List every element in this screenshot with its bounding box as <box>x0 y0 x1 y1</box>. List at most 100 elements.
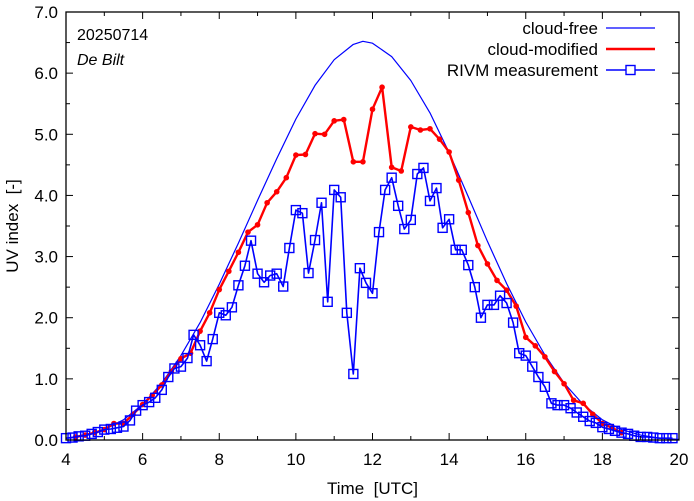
data-point <box>417 127 424 133</box>
data-point <box>335 192 346 203</box>
data-point <box>302 151 309 158</box>
data-point <box>446 149 452 155</box>
data-point <box>437 222 448 234</box>
x-tick-label: 16 <box>516 450 535 469</box>
data-point <box>609 425 621 437</box>
data-point <box>616 427 627 438</box>
data-point <box>522 334 529 341</box>
data-point <box>527 361 538 372</box>
data-point <box>367 288 378 299</box>
y-tick-label: 4.0 <box>34 186 58 205</box>
data-point <box>175 361 187 372</box>
legend-item: cloud-free <box>522 19 655 38</box>
legend-item: RIVM measurement <box>447 61 655 80</box>
data-point <box>408 124 414 130</box>
data-point <box>124 415 136 426</box>
data-point <box>388 164 395 171</box>
data-point <box>312 130 318 137</box>
x-tick-label: 10 <box>286 450 305 469</box>
data-point <box>654 432 666 444</box>
data-point <box>278 281 289 292</box>
data-point <box>392 200 404 212</box>
data-point <box>484 261 491 267</box>
data-point <box>580 400 587 407</box>
series-cloud-free <box>65 40 680 440</box>
data-point <box>137 399 148 411</box>
data-point <box>424 195 436 207</box>
x-tick-label: 6 <box>138 450 147 469</box>
data-point <box>360 159 366 165</box>
data-point <box>118 421 129 432</box>
data-point <box>220 310 231 321</box>
data-point <box>513 303 519 309</box>
legend-label: RIVM measurement <box>447 61 598 80</box>
data-point <box>373 226 385 238</box>
data-point <box>642 431 653 443</box>
data-point <box>551 368 558 375</box>
data-point <box>379 84 385 91</box>
data-point <box>552 399 563 411</box>
series-cloud-modified <box>72 84 625 440</box>
data-point <box>463 259 474 271</box>
data-point <box>561 380 567 387</box>
x-tick-label: 14 <box>440 450 459 469</box>
data-point <box>399 223 410 235</box>
y-tick-label: 2.0 <box>34 309 58 328</box>
data-point <box>303 267 314 279</box>
data-point <box>546 398 557 409</box>
data-point <box>297 207 308 219</box>
x-tick-label: 20 <box>670 450 689 469</box>
series-layer <box>60 40 680 444</box>
data-point <box>456 244 467 256</box>
data-point <box>321 131 328 138</box>
data-point <box>386 172 397 183</box>
data-point <box>494 290 506 301</box>
data-point <box>130 405 142 416</box>
legend-item: cloud-modified <box>487 40 655 59</box>
data-point <box>216 286 223 293</box>
y-tick-label: 7.0 <box>34 3 58 22</box>
data-point <box>245 235 257 246</box>
data-point <box>354 262 366 274</box>
data-point <box>350 159 357 165</box>
data-point <box>533 371 544 383</box>
data-point <box>360 277 372 289</box>
data-point <box>201 355 212 367</box>
data-point <box>341 307 353 319</box>
data-point <box>245 229 251 235</box>
data-point <box>597 421 608 433</box>
data-point <box>412 168 423 180</box>
data-point <box>340 116 347 123</box>
legend-marker <box>625 64 636 76</box>
data-point <box>661 432 672 444</box>
data-point <box>207 333 218 345</box>
data-point <box>501 297 512 309</box>
data-point <box>73 431 84 442</box>
data-point <box>111 422 123 433</box>
data-point <box>322 296 333 308</box>
site-annotation: De Bilt <box>77 52 125 69</box>
data-point <box>348 368 359 380</box>
data-point <box>475 312 487 323</box>
data-point <box>494 277 500 284</box>
data-point <box>622 428 634 440</box>
data-point <box>293 152 299 158</box>
data-point <box>570 397 577 404</box>
data-point <box>558 399 570 411</box>
data-point <box>194 340 206 351</box>
x-axis-label: Time [UTC] <box>327 479 418 498</box>
legend-label: cloud-modified <box>487 40 598 59</box>
data-point <box>436 136 443 142</box>
data-point <box>520 350 531 361</box>
data-point <box>188 329 199 341</box>
y-tick-label: 1.0 <box>34 370 58 389</box>
x-tick-label: 18 <box>593 450 612 469</box>
data-point <box>405 214 417 226</box>
y-axis-label: UV index [-] <box>3 179 22 273</box>
data-point <box>603 423 615 435</box>
legend-label: cloud-free <box>522 19 598 38</box>
data-point <box>92 426 103 438</box>
x-tick-label: 4 <box>61 450 70 469</box>
y-tick-label: 3.0 <box>34 248 58 267</box>
data-point <box>648 432 659 443</box>
